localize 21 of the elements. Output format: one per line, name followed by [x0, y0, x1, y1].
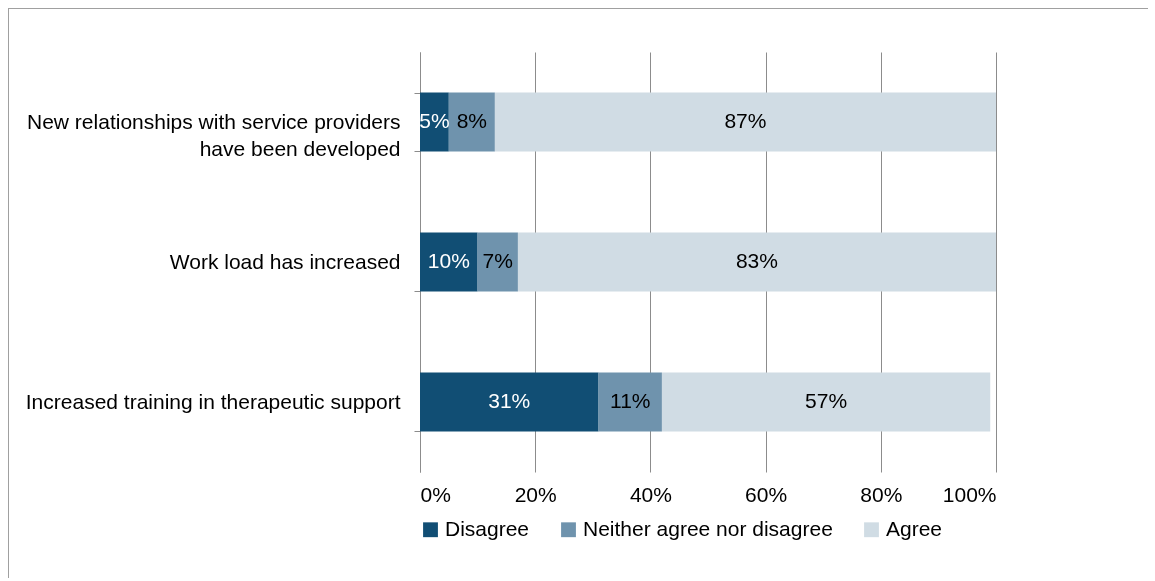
data-label: 57% [805, 389, 848, 412]
data-label: 31% [488, 389, 531, 412]
data-label: 87% [724, 109, 767, 132]
x-tick-label: 100% [942, 482, 997, 506]
data-label: 11% [610, 389, 651, 412]
x-tick-label: 20% [514, 482, 557, 506]
x-tick-label: 0% [420, 482, 451, 506]
legend-label: Disagree [445, 516, 530, 540]
data-label: 83% [735, 249, 778, 272]
data-label: 8% [456, 109, 488, 132]
legend-label: Agree [886, 516, 943, 540]
data-label: 5% [419, 109, 450, 132]
y-tick-label: New relationships with service providers have been developed [27, 109, 401, 160]
data-label: 7% [482, 249, 513, 272]
legend-label: Neither agree nor disagree [583, 516, 833, 540]
x-tick-label: 40% [629, 482, 672, 506]
x-tick-label: 60% [745, 482, 788, 506]
y-tick-label: Increased training in therapeutic support [25, 389, 401, 413]
data-label: 10% [427, 249, 470, 272]
x-tick-label: 80% [860, 482, 903, 506]
y-tick-label: Work load has increased [169, 249, 401, 273]
